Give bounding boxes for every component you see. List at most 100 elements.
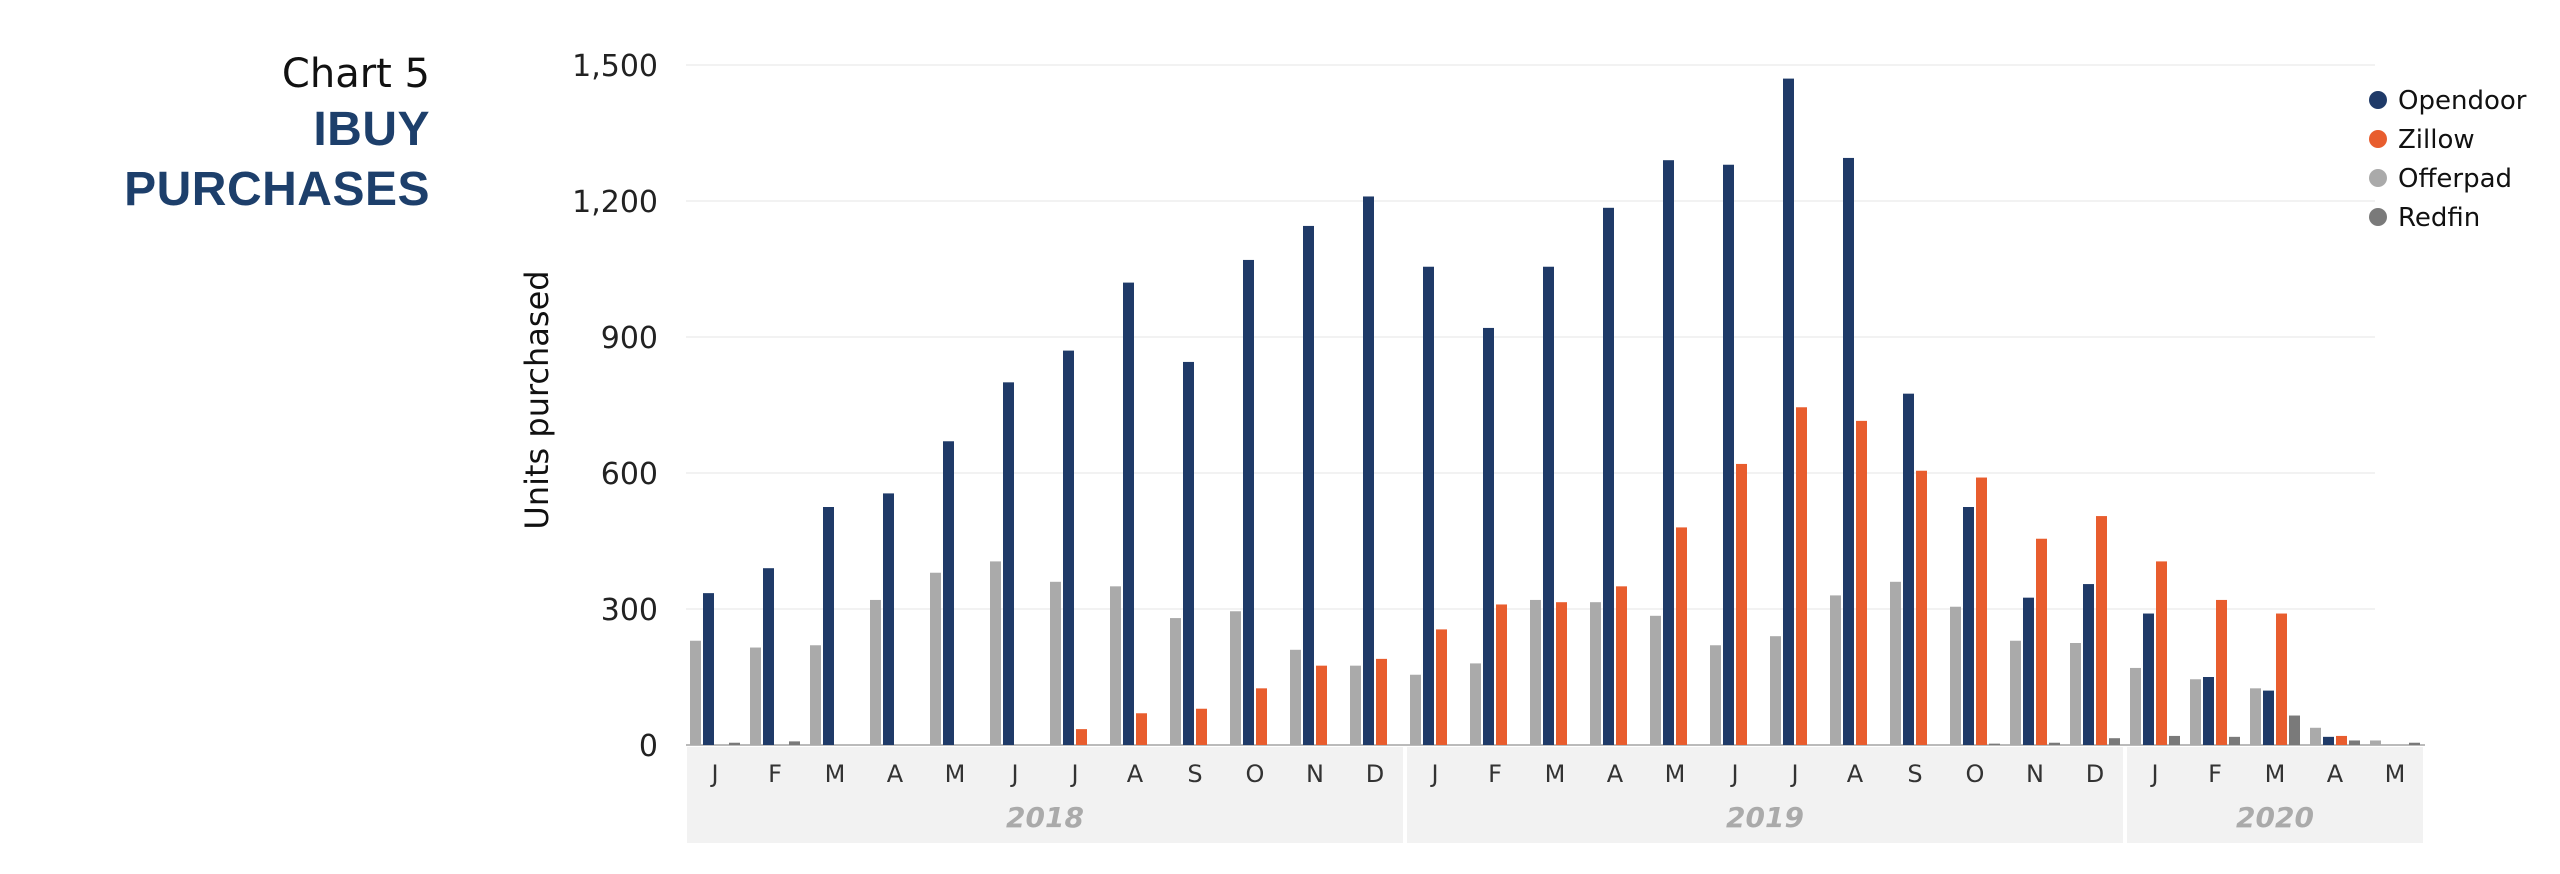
year-label: 2020 bbox=[2236, 801, 2314, 834]
bar-offerpad bbox=[2370, 740, 2381, 745]
year-label: 2019 bbox=[1726, 801, 1804, 834]
bar-redfin bbox=[2169, 735, 2180, 745]
legend-label: Offerpad bbox=[2398, 164, 2512, 194]
bar-redfin bbox=[2229, 736, 2240, 745]
y-axis-label: Units purchased bbox=[518, 270, 556, 529]
x-tick-label: J bbox=[1789, 760, 1798, 788]
bar-offerpad bbox=[810, 645, 821, 745]
bar-offerpad bbox=[1230, 611, 1241, 745]
bar-redfin bbox=[789, 741, 800, 745]
bar-zillow bbox=[2336, 735, 2347, 745]
x-tick-label: M bbox=[945, 760, 966, 788]
bar-opendoor bbox=[943, 441, 954, 745]
year-band bbox=[1407, 747, 2123, 843]
bar-opendoor bbox=[2083, 584, 2094, 745]
bar-opendoor bbox=[703, 593, 714, 745]
x-tick-label: A bbox=[1127, 760, 1144, 788]
bar-offerpad bbox=[1950, 606, 1961, 745]
bar-zillow bbox=[1076, 729, 1087, 745]
legend-marker bbox=[2369, 130, 2387, 148]
bar-opendoor bbox=[1783, 78, 1794, 746]
bar-offerpad bbox=[1410, 674, 1421, 745]
bar-offerpad bbox=[1470, 663, 1481, 745]
bar-offerpad bbox=[2070, 643, 2081, 745]
bar-redfin bbox=[2049, 742, 2060, 745]
bar-offerpad bbox=[870, 599, 881, 745]
bar-offerpad bbox=[1290, 649, 1301, 745]
legend-marker bbox=[2369, 169, 2387, 187]
bar-opendoor bbox=[1303, 225, 1314, 745]
bar-redfin bbox=[1989, 743, 2000, 745]
bar-offerpad bbox=[1050, 581, 1061, 745]
y-tick-label: 600 bbox=[601, 457, 658, 492]
bar-opendoor bbox=[1243, 259, 1254, 745]
x-tick-label: M bbox=[1545, 760, 1566, 788]
bar-offerpad bbox=[750, 647, 761, 745]
x-tick-label: J bbox=[1069, 760, 1078, 788]
bar-opendoor bbox=[1663, 160, 1674, 745]
y-tick-label: 0 bbox=[639, 729, 658, 764]
x-tick-label: M bbox=[2265, 760, 2286, 788]
bar-offerpad bbox=[930, 572, 941, 745]
bar-offerpad bbox=[1770, 636, 1781, 745]
x-tick-label: J bbox=[2149, 760, 2158, 788]
bar-offerpad bbox=[2190, 679, 2201, 745]
legend-marker bbox=[2369, 91, 2387, 109]
x-tick-label: M bbox=[1665, 760, 1686, 788]
bar-opendoor bbox=[2323, 736, 2334, 745]
bar-opendoor bbox=[2023, 597, 2034, 745]
bar-zillow bbox=[1616, 586, 1627, 745]
bar-opendoor bbox=[1483, 327, 1494, 745]
y-tick-label: 300 bbox=[601, 593, 658, 628]
x-tick-label: F bbox=[1488, 760, 1502, 788]
bar-zillow bbox=[1796, 407, 1807, 745]
bar-offerpad bbox=[690, 640, 701, 745]
x-tick-label: A bbox=[887, 760, 904, 788]
year-label: 2018 bbox=[1006, 801, 1084, 834]
bar-opendoor bbox=[823, 507, 834, 745]
x-tick-label: S bbox=[1187, 760, 1202, 788]
legend-marker bbox=[2369, 208, 2387, 226]
bar-zillow bbox=[1136, 713, 1147, 745]
year-band bbox=[2127, 747, 2423, 843]
bar-zillow bbox=[1376, 658, 1387, 745]
bar-zillow bbox=[2216, 599, 2227, 745]
bar-zillow bbox=[1196, 708, 1207, 745]
bar-opendoor bbox=[1723, 164, 1734, 745]
x-tick-label: J bbox=[709, 760, 718, 788]
bar-offerpad bbox=[1830, 595, 1841, 745]
chart-number: Chart 5 bbox=[281, 51, 430, 97]
bar-zillow bbox=[1496, 604, 1507, 745]
bar-redfin bbox=[2349, 740, 2360, 745]
bar-zillow bbox=[2156, 561, 2167, 745]
x-tick-label: A bbox=[2327, 760, 2344, 788]
bar-opendoor bbox=[1423, 266, 1434, 745]
x-tick-label: J bbox=[1729, 760, 1738, 788]
bar-offerpad bbox=[1110, 586, 1121, 745]
bar-opendoor bbox=[1843, 157, 1854, 745]
x-tick-label: N bbox=[1306, 760, 1324, 788]
bar-redfin bbox=[2289, 715, 2300, 745]
bar-zillow bbox=[1556, 602, 1567, 745]
x-tick-label: O bbox=[1246, 760, 1265, 788]
bar-zillow bbox=[1256, 688, 1267, 745]
chart-title: IBUY PURCHASES bbox=[124, 103, 430, 216]
bar-redfin bbox=[729, 742, 740, 745]
bar-offerpad bbox=[1590, 602, 1601, 745]
bar-opendoor bbox=[1363, 196, 1374, 745]
bar-offerpad bbox=[1890, 581, 1901, 745]
legend-label: Redfin bbox=[2398, 203, 2480, 233]
x-tick-label: M bbox=[825, 760, 846, 788]
x-tick-label: D bbox=[2086, 760, 2104, 788]
bar-opendoor bbox=[2203, 677, 2214, 745]
bar-opendoor bbox=[763, 568, 774, 745]
bar-offerpad bbox=[2250, 688, 2261, 745]
x-tick-label: M bbox=[2385, 760, 2406, 788]
y-tick-label: 900 bbox=[601, 321, 658, 356]
bar-opendoor bbox=[1183, 361, 1194, 745]
bar-opendoor bbox=[1603, 207, 1614, 746]
bar-opendoor bbox=[1123, 282, 1134, 745]
bar-zillow bbox=[2036, 538, 2047, 745]
x-tick-label: D bbox=[1366, 760, 1384, 788]
